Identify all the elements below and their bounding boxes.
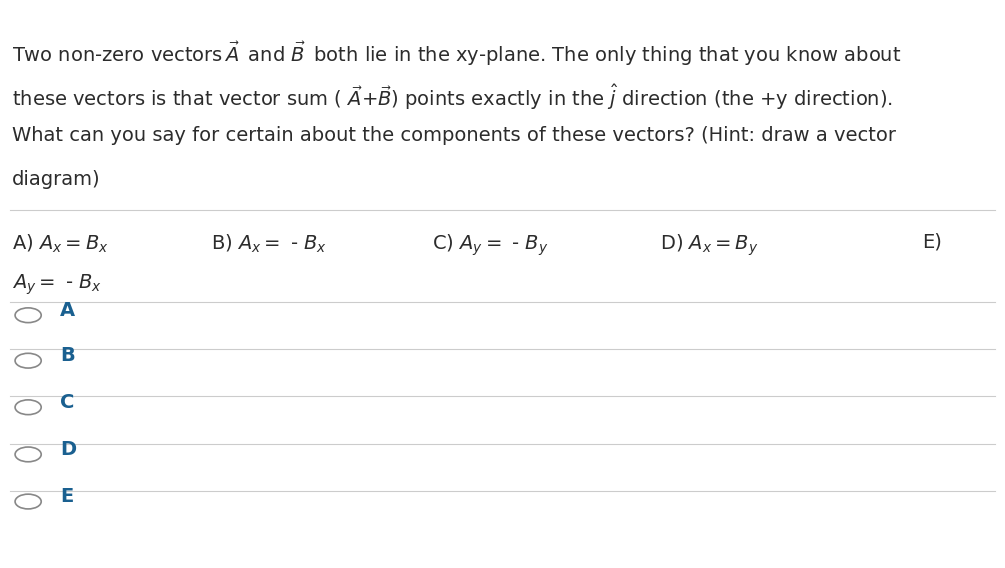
Text: E): E) (923, 233, 943, 252)
Text: A: A (60, 301, 75, 320)
Text: What can you say for certain about the components of these vectors? (Hint: draw : What can you say for certain about the c… (12, 126, 896, 145)
Text: E: E (60, 487, 73, 506)
Text: B) $A_x =$ - $B_x$: B) $A_x =$ - $B_x$ (211, 233, 327, 255)
Text: B: B (60, 346, 75, 365)
Text: A) $A_x = B_x$: A) $A_x = B_x$ (12, 233, 109, 255)
Text: these vectors is that vector sum ( $\vec{A}$+$\vec{B}$) points exactly in the $\: these vectors is that vector sum ( $\vec… (12, 82, 893, 112)
Text: $A_y =$ - $B_x$: $A_y =$ - $B_x$ (12, 273, 102, 297)
Text: D: D (60, 440, 76, 459)
Text: Two non-zero vectors$\,\vec{A}\,$ and $\vec{B}\,$ both lie in the xy-plane. The : Two non-zero vectors$\,\vec{A}\,$ and $\… (12, 40, 901, 68)
Text: C: C (60, 393, 74, 412)
Text: D) $A_x = B_y$: D) $A_x = B_y$ (660, 233, 759, 258)
Text: C) $A_y =$ - $B_y$: C) $A_y =$ - $B_y$ (432, 233, 549, 258)
Text: diagram): diagram) (12, 170, 101, 189)
